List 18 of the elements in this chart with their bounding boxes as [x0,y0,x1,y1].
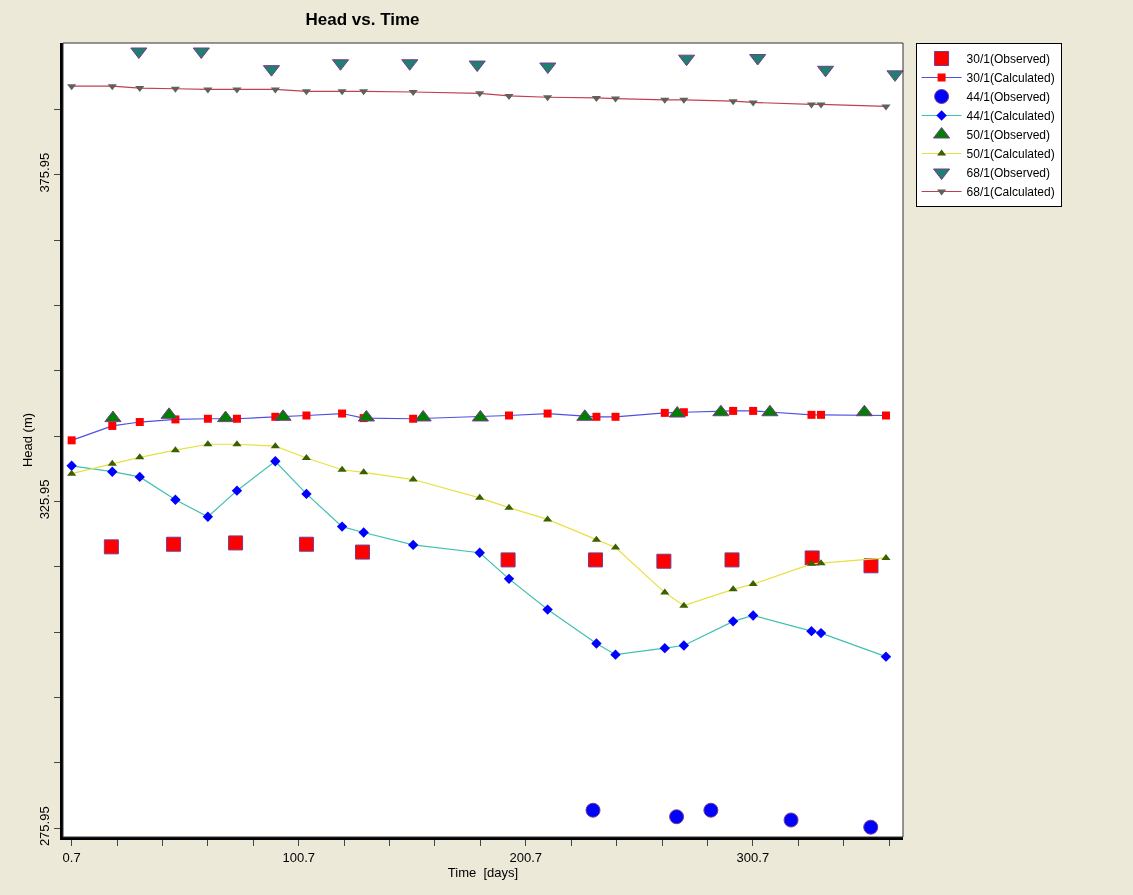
y-axis-title: Head (m) [19,412,35,468]
x-tick-label: 200.7 [509,849,543,865]
legend-label: 30/1(Observed) [966,52,1050,67]
legend-label: 30/1(Calculated) [966,71,1055,86]
legend-label: 44/1(Calculated) [966,109,1055,124]
x-tick-label: 300.7 [736,849,770,865]
x-axis-title: Time [days] [447,864,519,880]
legend-label: 44/1(Observed) [966,90,1050,105]
y-tick-label: 375.95 [36,152,52,193]
chart-title: Head vs. Time [305,10,420,30]
legend-label: 50/1(Calculated) [966,147,1055,162]
legend-label: 50/1(Observed) [966,128,1050,143]
legend-label: 68/1(Calculated) [966,185,1055,200]
legend-label: 68/1(Observed) [966,166,1050,181]
x-tick-label: 100.7 [282,849,315,865]
x-tick-label: 0.7 [62,849,81,865]
y-tick-label: 325.95 [36,479,52,520]
y-tick-label: 275.95 [36,806,52,847]
